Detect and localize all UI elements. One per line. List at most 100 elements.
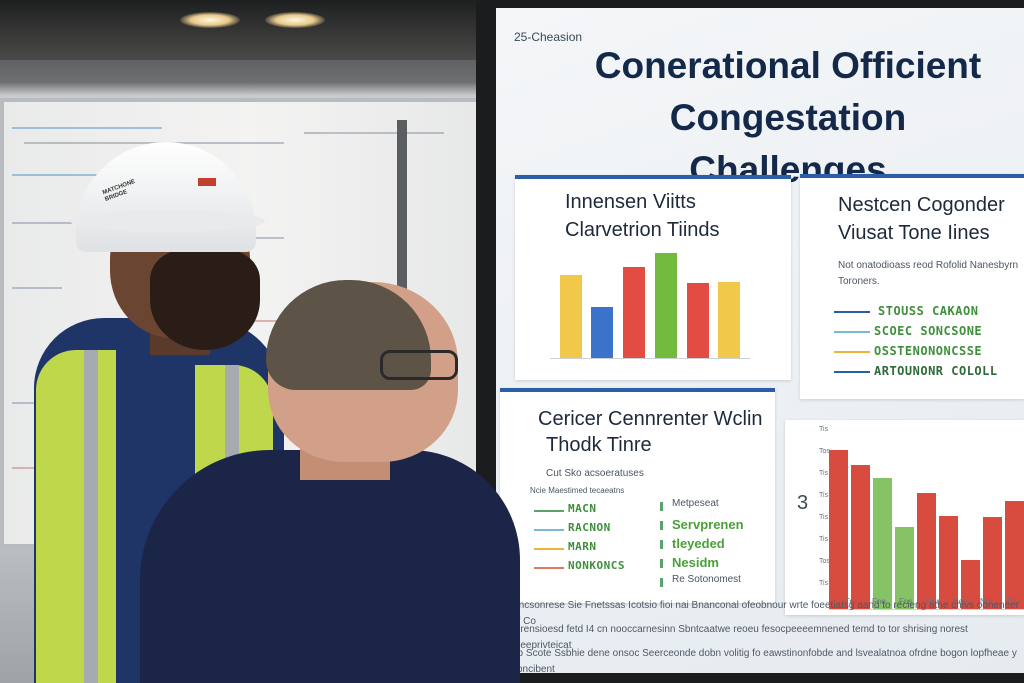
list-swatch bbox=[534, 510, 564, 512]
right-item-list: Metpeseat Servprenen tleyeded Nesidm Re Soto… bbox=[660, 498, 775, 603]
eyeglasses bbox=[380, 350, 458, 380]
chart-bar bbox=[591, 307, 614, 358]
reflective-strip bbox=[84, 350, 98, 683]
list-bullet bbox=[660, 540, 663, 549]
ceiling-light bbox=[180, 12, 240, 28]
x-tick-label: Fns bbox=[899, 597, 913, 606]
bar-chart-area bbox=[829, 446, 1024, 610]
y-tick-label: Tis bbox=[819, 492, 829, 499]
panel-title-line2: Clarvetrion Tiinds bbox=[565, 219, 720, 241]
list-item-label: RACNON bbox=[568, 521, 611, 534]
chart-bar bbox=[623, 267, 646, 358]
panel-bar-chart: Innensen Viitts Clarvetrion Tiinds bbox=[515, 175, 791, 380]
chart-bar bbox=[718, 282, 741, 358]
legend-label: SCOEC SONCSONE bbox=[874, 324, 983, 338]
whiteboard-scribble bbox=[12, 467, 42, 469]
list-item-label: Metpeseat bbox=[672, 498, 719, 509]
list-swatch bbox=[534, 567, 564, 569]
x-tick-label: Nes bbox=[953, 597, 968, 606]
chart-bar bbox=[654, 253, 677, 358]
chart-bar bbox=[1005, 500, 1024, 609]
chart-bar bbox=[917, 492, 936, 609]
legend-label: ARTOUNONR COLOLL bbox=[874, 364, 998, 378]
chart-bar bbox=[961, 559, 980, 609]
legend-swatch bbox=[834, 371, 870, 373]
y-tick-label: Tis bbox=[819, 426, 829, 433]
x-tick-label: Fne bbox=[1007, 597, 1021, 606]
panel-title-line2: Viusat Tone Iines bbox=[838, 222, 990, 244]
panel-title-line1: Cericer Cennrenter Wclin bbox=[538, 408, 763, 430]
worker-beard bbox=[150, 250, 260, 350]
ceiling-light bbox=[265, 12, 325, 28]
chart-bar bbox=[851, 464, 870, 609]
x-tick-label: Ner bbox=[926, 597, 939, 606]
list-bullet bbox=[660, 578, 663, 587]
y-tick-label: Tis bbox=[819, 536, 829, 543]
legend-label: OSSTENONONCSSE bbox=[874, 344, 983, 358]
panel-title-line1: Nestcen Cogonder bbox=[838, 194, 1005, 216]
list-swatch bbox=[534, 529, 564, 531]
hard-hat-badge bbox=[198, 178, 216, 186]
whiteboard-scribble bbox=[234, 320, 304, 322]
y-tick-label: Tis bbox=[819, 580, 829, 587]
whiteboard-scribble bbox=[12, 174, 132, 176]
list-bullet bbox=[660, 502, 663, 511]
list-bullet bbox=[660, 521, 663, 530]
x-tick-label: Tre bbox=[845, 597, 857, 606]
chart-bar bbox=[686, 283, 709, 358]
list-bullet bbox=[660, 559, 663, 568]
list-swatch bbox=[534, 548, 564, 550]
footer-text-line: Sncsonrese Sie Fnetssas Icotsio fioi nai… bbox=[512, 600, 1019, 627]
y-tick-label: Tos bbox=[819, 448, 830, 455]
list-item-label: MARN bbox=[568, 540, 597, 553]
list-item-label: NONKONCS bbox=[568, 559, 625, 572]
safety-vest bbox=[36, 350, 116, 683]
panel-subtitle: Cut Sko acsoeratuses bbox=[546, 468, 644, 479]
panel-title-line2: Thodk Tinre bbox=[546, 434, 652, 456]
panel-description: Toroners. bbox=[838, 276, 880, 287]
legend-swatch bbox=[834, 311, 870, 313]
man-shirt bbox=[140, 450, 520, 683]
panel-title-line1: Innensen Viitts bbox=[565, 191, 696, 213]
list-item-label: MACN bbox=[568, 502, 597, 515]
legend-swatch bbox=[834, 351, 870, 353]
panel-description: Not onatodioass reod Rofolid Nanesbyrn bbox=[838, 260, 1019, 271]
legend-label: STOUSS CAKAON bbox=[878, 304, 979, 318]
x-tick-label: Net bbox=[980, 597, 993, 606]
y-tick-label: Tis bbox=[819, 470, 829, 477]
whiteboard-scribble bbox=[12, 222, 72, 224]
panel-bar-chart-2: 3 Tis Tos Tis Tis Tis Tis Tos Tis Tre Fne Fns Ner N… bbox=[785, 420, 1024, 615]
chart-bar bbox=[829, 449, 848, 609]
slide-tag: 25-Cheasion bbox=[514, 30, 583, 44]
chart-bar bbox=[983, 517, 1002, 609]
legend-swatch bbox=[834, 331, 870, 333]
legend-list: STOUSS CAKAON SCOEC SONCSONE OSSTENONONCSS… bbox=[834, 304, 1024, 404]
hard-hat-brim bbox=[70, 210, 265, 232]
chart-bar bbox=[895, 527, 914, 609]
list-item-label: Re Sotonomest bbox=[672, 574, 741, 585]
whiteboard-scribble bbox=[12, 127, 162, 129]
y-tick-label: Tis bbox=[819, 514, 829, 521]
slide-title: Conerational Officient Congestation Chal… bbox=[568, 40, 1008, 196]
whiteboard-scribble bbox=[12, 287, 62, 289]
y-axis-ticks: Tis Tos Tis Tis Tis Tis Tos Tis bbox=[819, 426, 833, 596]
list-item-label: Servprenen bbox=[672, 517, 744, 532]
panel-subtitle: Ncie Maestimed tecaeatns bbox=[530, 486, 625, 495]
bar-chart-area bbox=[550, 251, 750, 359]
y-tick-label: Tos bbox=[819, 558, 830, 565]
whiteboard-scribble bbox=[304, 132, 444, 134]
x-tick-label: Fne bbox=[872, 597, 886, 606]
panel-status-list: Cericer Cennrenter Wclin Thodk Tinre Cut… bbox=[500, 388, 775, 603]
panel-legend: Nestcen Cogonder Viusat Tone Iines Not o… bbox=[800, 174, 1024, 399]
x-axis-ticks: Tre Fne Fns Ner Nes Net Fne bbox=[845, 597, 1024, 609]
chart-bar bbox=[559, 274, 582, 358]
left-item-list: MACN RACNON MARN NONKONCS bbox=[534, 502, 654, 602]
list-item-label: tleyeded bbox=[672, 536, 725, 551]
side-mark: 3 bbox=[797, 492, 809, 514]
footer-text-line: ao Scote Ssbhie dene onsoc Seerceonde do… bbox=[512, 648, 1017, 675]
list-item-label: Nesidm bbox=[672, 555, 719, 570]
chart-bar bbox=[939, 515, 958, 609]
slide-title-line1: Conerational Officient bbox=[594, 45, 982, 86]
footer-text-line: ferensioesd fetd I4 cn nooccarnesinn Sbn… bbox=[512, 624, 968, 651]
chart-bar bbox=[873, 477, 892, 609]
